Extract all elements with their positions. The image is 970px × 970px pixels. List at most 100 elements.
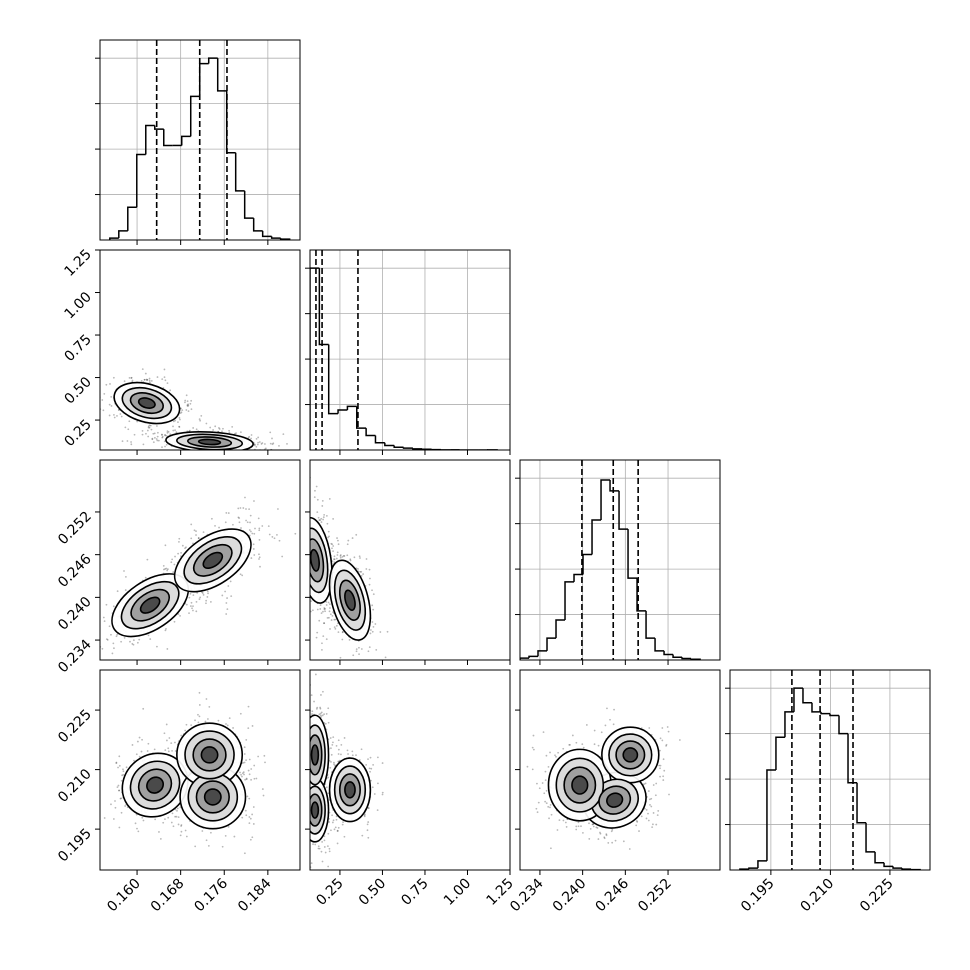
sample-point	[297, 549, 299, 551]
sample-point	[303, 596, 305, 598]
sample-point	[167, 747, 170, 750]
sample-point	[337, 539, 339, 542]
sample-point	[333, 558, 336, 561]
hist-step	[393, 445, 404, 449]
sample-point	[328, 616, 330, 619]
sample-point	[185, 409, 188, 411]
sample-point	[249, 817, 252, 820]
sample-point	[261, 525, 264, 527]
sample-point	[307, 787, 309, 789]
sample-point	[176, 809, 178, 812]
sample-point	[273, 455, 275, 457]
density-panel	[292, 673, 384, 869]
sample-point	[248, 797, 251, 800]
sample-point	[306, 530, 308, 532]
sample-point	[330, 753, 333, 756]
sample-point	[318, 713, 321, 716]
sample-point	[227, 825, 230, 828]
sample-point	[339, 556, 342, 559]
sample-point	[246, 795, 249, 798]
sample-point	[307, 744, 309, 746]
sample-point	[374, 623, 377, 625]
sample-point	[301, 751, 303, 753]
sample-point	[305, 530, 307, 532]
sample-point	[239, 431, 242, 434]
sample-point	[148, 426, 151, 429]
sample-point	[221, 594, 224, 597]
sample-point	[292, 823, 294, 825]
sample-point	[267, 525, 270, 528]
sample-point	[333, 555, 336, 558]
sample-point	[297, 738, 299, 740]
sample-point	[308, 557, 310, 559]
sample-point	[112, 376, 115, 379]
sample-point	[329, 628, 331, 630]
sample-point	[320, 716, 323, 718]
sample-point	[307, 736, 309, 738]
sample-point	[305, 798, 307, 800]
sample-point	[219, 453, 221, 455]
hist-step	[555, 619, 566, 639]
sample-point	[306, 562, 308, 564]
sample-point	[244, 809, 247, 812]
sample-point	[236, 454, 238, 456]
sample-point	[326, 522, 329, 525]
sample-point	[360, 570, 363, 573]
sample-point	[369, 577, 371, 580]
sample-point	[297, 544, 299, 546]
hist-step	[163, 129, 173, 147]
sample-point	[319, 519, 322, 521]
sample-point	[323, 513, 326, 516]
sample-point	[305, 701, 307, 703]
sample-point	[108, 403, 111, 406]
sample-point	[324, 610, 327, 613]
sample-point	[190, 451, 192, 453]
sample-point	[360, 648, 363, 650]
sample-point	[198, 418, 201, 421]
sample-point	[306, 798, 308, 800]
sample-point	[321, 642, 323, 645]
sample-point	[257, 441, 260, 444]
sample-point	[232, 727, 234, 729]
sample-point	[307, 819, 309, 821]
sample-point	[337, 543, 340, 546]
sample-point	[152, 441, 155, 444]
sample-point	[306, 796, 308, 798]
sample-point	[333, 558, 335, 561]
sample-point	[165, 627, 167, 630]
sample-point	[367, 650, 370, 653]
sample-point	[197, 713, 199, 716]
sample-point	[341, 631, 344, 633]
sample-point	[228, 431, 231, 434]
sample-point	[141, 816, 144, 819]
sample-point	[307, 548, 309, 550]
sample-point	[264, 447, 267, 450]
sample-point	[367, 758, 369, 761]
sample-point	[341, 638, 344, 641]
sample-point	[307, 781, 309, 783]
sample-point	[180, 824, 183, 826]
sample-point	[303, 550, 305, 552]
sample-point	[287, 539, 289, 541]
sample-point	[174, 815, 177, 818]
sample-point	[221, 845, 224, 848]
sample-point	[640, 815, 643, 818]
sample-point	[197, 537, 200, 539]
sample-point	[122, 768, 124, 771]
sample-point	[307, 774, 309, 776]
sample-point	[172, 825, 175, 828]
sample-point	[302, 501, 304, 503]
sample-point	[306, 544, 308, 546]
sample-point	[323, 839, 326, 842]
sample-point	[317, 847, 320, 850]
sample-point	[115, 761, 118, 764]
sample-point	[307, 561, 309, 563]
hist-step	[802, 688, 812, 704]
sample-point	[205, 422, 208, 425]
sample-point	[233, 835, 236, 838]
sample-point	[120, 797, 123, 800]
sample-point	[647, 819, 650, 822]
sample-point	[268, 533, 271, 536]
sample-point	[138, 736, 141, 739]
sample-point	[306, 581, 308, 583]
